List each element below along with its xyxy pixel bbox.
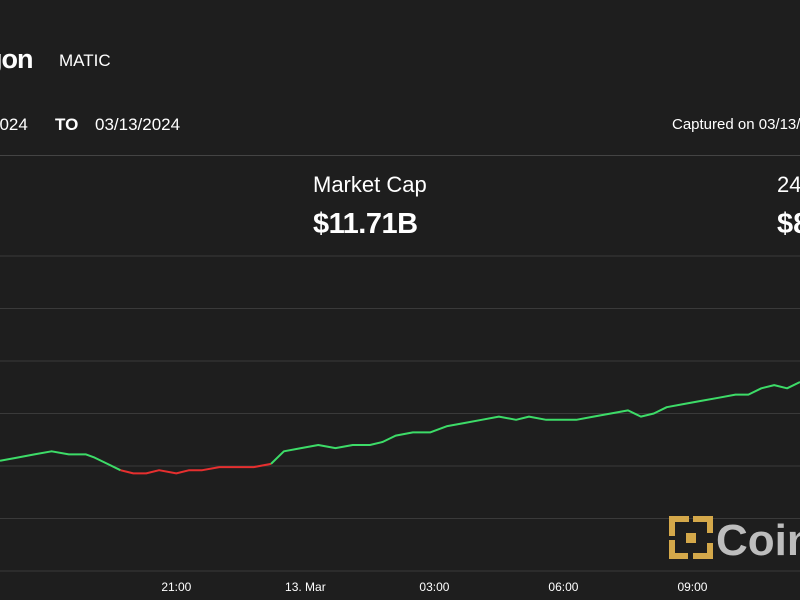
x-tick-label: 09:00 (677, 580, 707, 594)
coin-symbol: MATIC (59, 51, 111, 70)
date-range-to-label: TO (55, 115, 79, 134)
price-line-segment-down[interactable] (120, 462, 272, 475)
chart-grid (0, 255, 800, 572)
price-line-segment-up[interactable] (270, 381, 800, 465)
coindesk-watermark: Coin (669, 516, 800, 565)
x-tick-label: 13. Mar (285, 580, 326, 594)
x-axis-ticks: 21:00 13. Mar 03:00 06:00 09:00 (161, 580, 707, 594)
header-divider (0, 155, 800, 156)
volume-value: $8 (777, 208, 800, 240)
x-tick-label: 03:00 (419, 580, 449, 594)
date-range-end[interactable]: 03/13/2024 (95, 115, 181, 134)
market-cap-label: Market Cap (313, 172, 427, 197)
watermark-text: Coin (716, 516, 800, 565)
coindesk-logo-icon (669, 516, 713, 559)
date-range-start[interactable]: 2024 (0, 115, 28, 134)
captured-timestamp: Captured on 03/13/ (672, 116, 800, 133)
x-tick-label: 06:00 (548, 580, 578, 594)
market-cap-value: $11.71B (313, 208, 418, 240)
price-line-segment-up[interactable] (0, 450, 121, 472)
x-tick-label: 21:00 (161, 580, 191, 594)
price-line[interactable] (0, 381, 800, 475)
volume-label: 24 (777, 172, 800, 197)
coin-name: gon (0, 44, 33, 74)
